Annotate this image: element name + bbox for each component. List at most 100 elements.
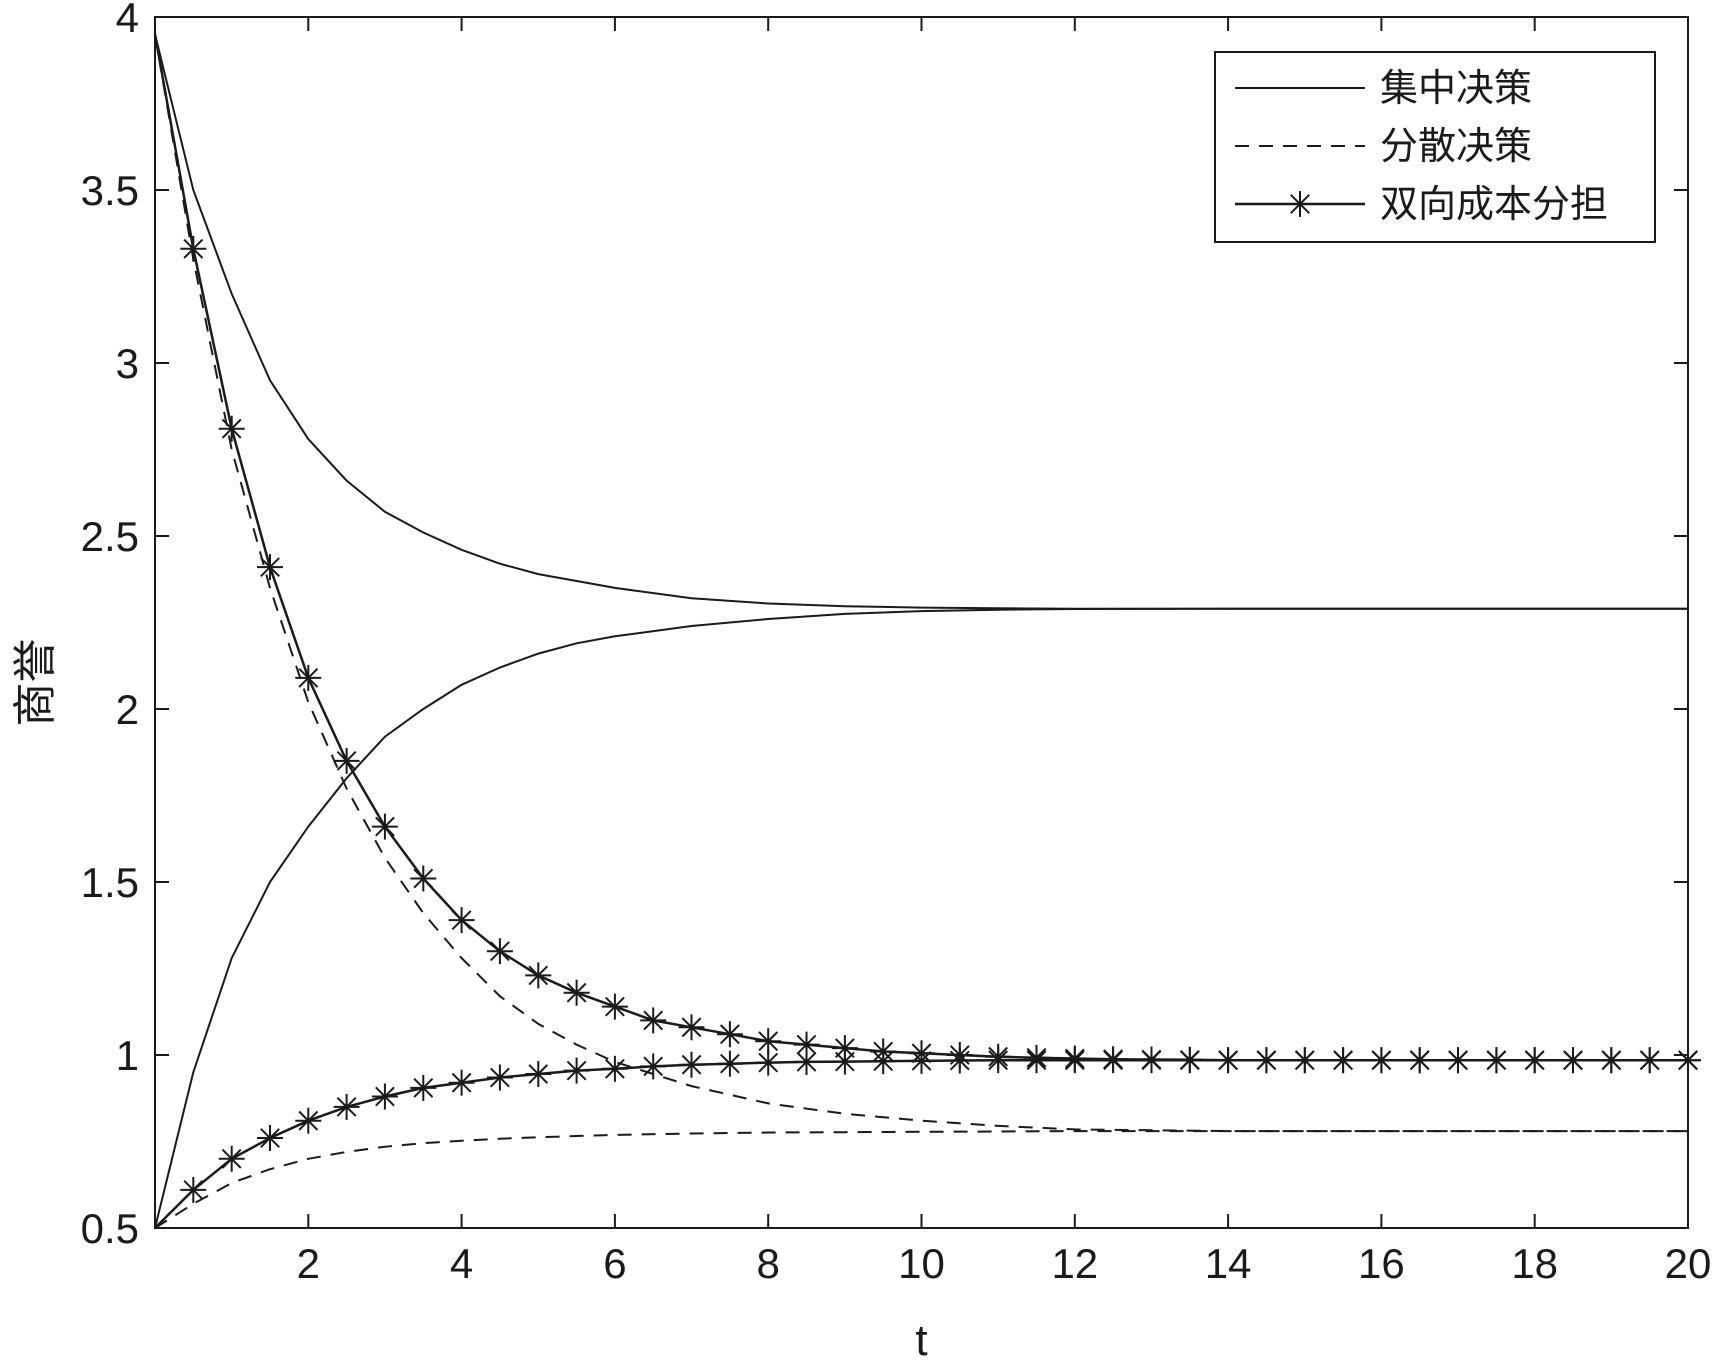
star-arm bbox=[1486, 1050, 1507, 1071]
data-point-star bbox=[563, 979, 590, 1006]
series-line-2 bbox=[154, 34, 1688, 1133]
data-point-star bbox=[755, 1049, 782, 1076]
star-arm bbox=[1026, 1050, 1047, 1071]
x-tick-label: 12 bbox=[1051, 1240, 1098, 1287]
y-tick-label: 4 bbox=[116, 0, 139, 41]
data-point-star bbox=[218, 1145, 245, 1172]
y-tick-label: 2 bbox=[116, 686, 139, 733]
data-point-star bbox=[486, 938, 513, 965]
x-tick-label: 4 bbox=[450, 1240, 473, 1287]
data-point-star bbox=[831, 1048, 858, 1075]
axes-layer: 2 4 6 8 10 12 14 16 18 20 0.5 1 1.5 2 2.5 3 3.5 4 bbox=[81, 0, 1712, 1287]
x-tick-label: 8 bbox=[757, 1240, 780, 1287]
data-point-star bbox=[601, 1055, 628, 1082]
star-arm bbox=[489, 941, 510, 962]
data-point-star bbox=[640, 1007, 667, 1034]
data-point-star bbox=[1023, 1047, 1050, 1074]
data-point-star bbox=[678, 1014, 705, 1041]
data-point-star bbox=[410, 1074, 437, 1101]
star-arm bbox=[1333, 1050, 1354, 1071]
star-arm bbox=[604, 1058, 625, 1079]
star-arm bbox=[451, 1072, 472, 1093]
star-arm bbox=[949, 1050, 970, 1071]
star-arm bbox=[336, 750, 357, 771]
star-arm bbox=[528, 1064, 549, 1084]
star-arm bbox=[528, 965, 549, 986]
data-point-star bbox=[180, 235, 207, 262]
star-arm bbox=[413, 868, 434, 889]
data-point-star bbox=[1368, 1047, 1395, 1074]
star-arm bbox=[681, 1054, 702, 1075]
x-axis-title: t bbox=[915, 1316, 927, 1365]
data-point-star bbox=[985, 1047, 1012, 1074]
star-arm bbox=[873, 1051, 894, 1072]
data-point-star bbox=[1176, 1047, 1203, 1074]
series-layer bbox=[153, 34, 1701, 1229]
data-point-star bbox=[1100, 1047, 1127, 1074]
star-arm bbox=[413, 1077, 434, 1098]
data-point-star bbox=[410, 865, 437, 892]
x-tick-label: 16 bbox=[1358, 1240, 1405, 1287]
star-arm bbox=[298, 1110, 319, 1131]
data-point-star bbox=[563, 1057, 590, 1084]
data-point-star bbox=[1636, 1047, 1663, 1074]
data-point-star bbox=[1598, 1047, 1625, 1074]
star-arm bbox=[643, 1056, 664, 1077]
star-arm bbox=[1294, 1050, 1315, 1071]
star-arm bbox=[375, 1086, 395, 1107]
data-point-star bbox=[1483, 1047, 1510, 1074]
data-point-star bbox=[525, 1061, 552, 1087]
star-arm bbox=[221, 418, 242, 439]
star-arm bbox=[1639, 1050, 1660, 1071]
x-tick-label: 18 bbox=[1511, 1240, 1558, 1287]
data-point-star bbox=[1138, 1047, 1165, 1074]
star-arm bbox=[1563, 1050, 1583, 1071]
star-arm bbox=[1064, 1050, 1085, 1071]
star-arm bbox=[796, 1034, 817, 1055]
star-arm bbox=[1179, 1050, 1200, 1071]
star-arm bbox=[1103, 1050, 1124, 1071]
star-arm bbox=[796, 1051, 817, 1072]
data-point-star bbox=[333, 747, 360, 774]
data-point-star bbox=[486, 1064, 513, 1091]
data-point-star bbox=[1253, 1047, 1280, 1074]
star-arm bbox=[1256, 1050, 1277, 1071]
data-point-star bbox=[371, 813, 398, 840]
star-arm bbox=[719, 1053, 740, 1074]
data-point-star bbox=[295, 664, 322, 691]
x-tick-label: 10 bbox=[898, 1240, 945, 1287]
star-arm bbox=[375, 816, 395, 837]
star-arm bbox=[758, 1031, 779, 1052]
x-tick-label: 20 bbox=[1665, 1240, 1712, 1287]
data-point-star bbox=[257, 554, 283, 581]
data-point-star bbox=[371, 1083, 398, 1110]
star-arm bbox=[183, 1179, 204, 1200]
star-arm bbox=[260, 1128, 280, 1148]
y-tick-label: 3 bbox=[116, 340, 139, 387]
data-point-star bbox=[1406, 1047, 1433, 1074]
data-point-star bbox=[218, 415, 245, 442]
legend-label-centralized: 集中决策 bbox=[1380, 66, 1532, 110]
data-point-star bbox=[1560, 1047, 1586, 1074]
star-arm bbox=[604, 996, 625, 1017]
star-arm bbox=[489, 1067, 510, 1088]
data-point-star bbox=[448, 907, 475, 934]
star-arm bbox=[719, 1024, 740, 1045]
star-arm bbox=[1218, 1050, 1239, 1071]
star-arm bbox=[1290, 194, 1310, 214]
legend-star bbox=[1287, 191, 1313, 217]
legend: 集中决策 分散决策 双向成本分担 bbox=[1214, 51, 1656, 243]
star-arm bbox=[566, 982, 587, 1003]
y-tick-label: 1 bbox=[116, 1032, 139, 1079]
data-point-star bbox=[755, 1028, 782, 1055]
y-tick-label: 2.5 bbox=[81, 513, 139, 560]
data-point-star bbox=[1215, 1047, 1242, 1074]
x-tick-label: 6 bbox=[603, 1240, 626, 1287]
data-point-star bbox=[295, 1107, 322, 1134]
data-point-star bbox=[1521, 1047, 1548, 1074]
legend-star-marker bbox=[1287, 191, 1313, 217]
data-point-star bbox=[678, 1051, 705, 1078]
data-point-star bbox=[448, 1069, 475, 1096]
star-arm bbox=[1601, 1050, 1622, 1071]
